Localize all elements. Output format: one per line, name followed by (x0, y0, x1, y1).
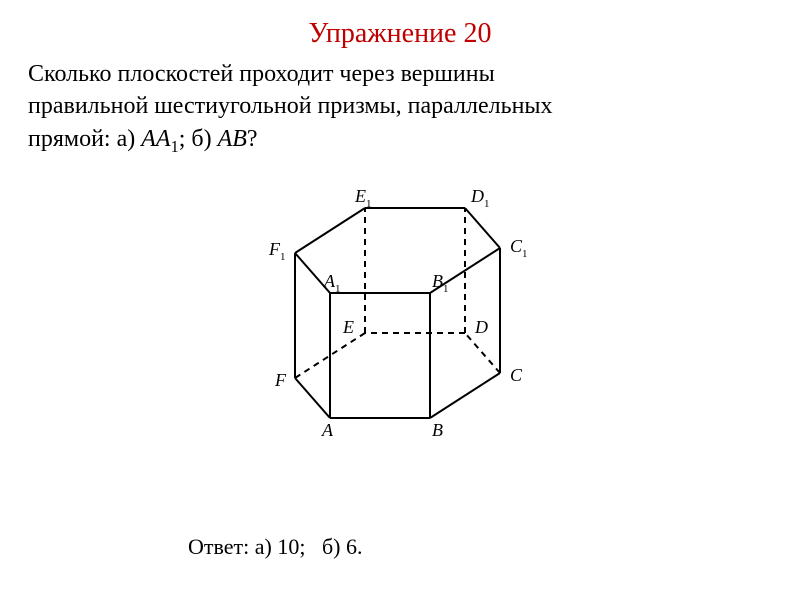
answer-block: Ответ: а) 10; б) 6. (188, 534, 363, 560)
question-text: Сколько плоскостей проходит через вершин… (0, 50, 800, 158)
question-sub1: 1 (171, 137, 179, 156)
svg-text:C: C (510, 365, 523, 385)
svg-text:D: D (474, 317, 488, 337)
svg-text:A: A (321, 420, 334, 440)
hexagonal-prism-diagram: A B C D E F A1 B1 C1 D1 E1 F1 (240, 168, 560, 448)
svg-text:B: B (432, 420, 443, 440)
question-line2: правильной шестиугольной призмы, паралле… (28, 93, 553, 119)
question-AB: AB (218, 126, 247, 152)
svg-text:B1: B1 (432, 271, 449, 295)
svg-text:D1: D1 (470, 186, 490, 210)
svg-text:E1: E1 (354, 186, 372, 210)
svg-text:C1: C1 (510, 236, 528, 260)
answer-label: Ответ: (188, 534, 249, 559)
answer-part-a: а) 10; (249, 534, 305, 559)
svg-text:E: E (342, 317, 354, 337)
exercise-title: Упражнение 20 (0, 0, 800, 50)
svg-text:F1: F1 (268, 239, 286, 263)
question-end: ? (247, 126, 258, 152)
question-mid: ; б) (179, 126, 218, 152)
question-AA: AA (141, 126, 170, 152)
question-line3-pre: прямой: а) (28, 126, 141, 152)
answer-part-b: б) 6. (322, 534, 363, 559)
svg-text:F: F (274, 370, 287, 390)
svg-text:A1: A1 (323, 271, 341, 295)
question-line1: Сколько плоскостей проходит через вершин… (28, 61, 495, 87)
diagram-container: A B C D E F A1 B1 C1 D1 E1 F1 (0, 168, 800, 448)
